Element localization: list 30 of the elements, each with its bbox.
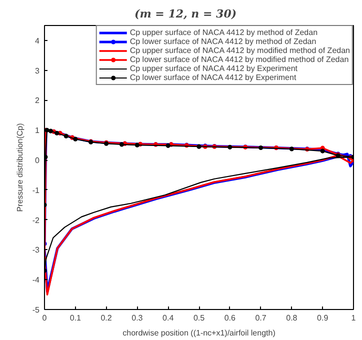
x-tick-label: 0.4 xyxy=(162,314,174,322)
x-tick-label: 0.9 xyxy=(317,314,329,322)
legend-label: Cp upper surface of NACA 4412 by modified method of Zedan xyxy=(130,46,350,55)
x-tick-label: 0.5 xyxy=(193,314,206,322)
y-tick-label: 4 xyxy=(35,36,40,46)
y-tick-label: -4 xyxy=(32,276,40,285)
legend-label: Cp lower surface of NACA 4412 by Experiment xyxy=(130,73,296,82)
x-tick-label: 0.2 xyxy=(100,314,112,322)
x-tick-label: 0.6 xyxy=(224,314,236,322)
y-tick-label: 3 xyxy=(35,66,40,76)
legend-label: Cp lower surface of NACA 4412 by modified method of Zedan xyxy=(130,55,349,64)
legend-label: Cp lower surface of NACA 4412 by method of Zedan xyxy=(130,37,316,46)
y-tick-label: 2 xyxy=(35,96,40,106)
chart-title: (m = 12, n = 30) xyxy=(134,8,237,20)
y-tick-label: -3 xyxy=(32,246,40,255)
x-tick-label: 0.3 xyxy=(132,314,144,322)
x-tick-label: 0 xyxy=(42,314,48,322)
y-tick-label: 0 xyxy=(35,156,40,166)
y-tick-label: -1 xyxy=(32,186,40,195)
x-tick-label: 0.8 xyxy=(286,314,298,322)
y-tick-label: -5 xyxy=(32,306,40,314)
x-tick-label: 0.7 xyxy=(255,314,267,322)
x-axis-title: chordwise position ((1-nc+x1)/airfoil length) xyxy=(122,328,276,338)
legend-label: Cp upper surface of NACA 4412 by method of Zedan xyxy=(130,28,318,37)
x-tick-label: 1 xyxy=(351,314,356,322)
legend-label: Cp upper surface of NACA 4412 by Experiment xyxy=(130,64,298,73)
x-tick-label: 0.1 xyxy=(70,314,82,322)
y-tick-label: 1 xyxy=(35,126,40,136)
y-axis-title: Pressure distribution(Cp) xyxy=(15,122,24,212)
y-tick-label: -2 xyxy=(32,216,40,225)
